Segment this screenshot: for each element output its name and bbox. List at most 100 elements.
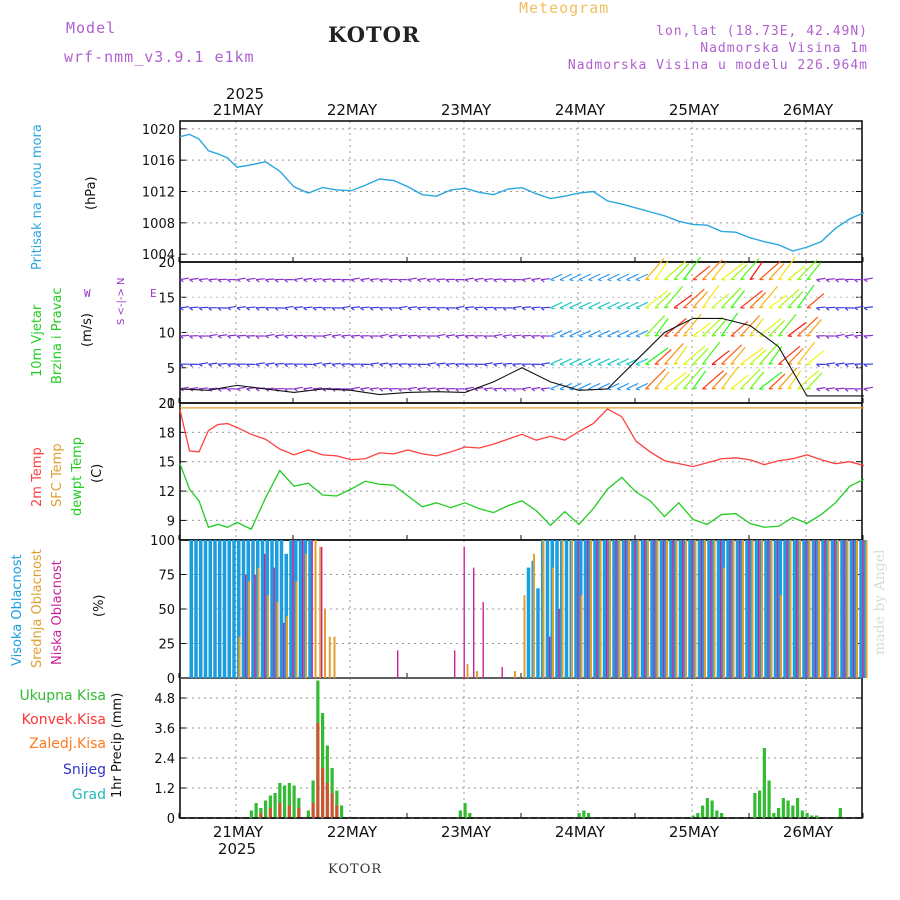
wind-arrow-head	[597, 279, 603, 282]
total-precip-bar	[796, 798, 800, 818]
wind-arrow-head	[236, 307, 241, 311]
wind-arrow-head	[255, 363, 260, 367]
wind-arrow	[474, 277, 484, 281]
mid-cloud-bar	[305, 553, 307, 678]
wind-arrow	[474, 306, 484, 309]
wind-arrow-head	[341, 307, 346, 311]
wind-arrow	[350, 386, 360, 390]
wind-arrow-head	[293, 307, 298, 311]
mid-cloud-bar	[590, 540, 592, 678]
wind-arrow-head	[797, 362, 802, 365]
station-title: KOTOR	[328, 22, 421, 47]
wind-arrow	[236, 334, 247, 337]
high-cloud-bar	[773, 540, 778, 678]
wind-arrow-head	[540, 363, 545, 367]
wind-arrow-head	[341, 363, 346, 368]
y-tick-label: 9	[167, 514, 175, 529]
wind-arrow-head	[227, 363, 232, 368]
wind-arrow	[806, 293, 825, 309]
wind-arrow-head	[512, 307, 517, 311]
wind-arrow	[350, 277, 360, 281]
wind-arrow	[692, 322, 711, 337]
wind-arrow	[645, 258, 665, 281]
wind-arrow	[787, 370, 802, 390]
wind-arrow-head	[778, 334, 783, 337]
wind-arrow-head	[398, 335, 403, 339]
wind-arrow-head	[303, 307, 308, 311]
wind-arrow-head	[217, 307, 222, 311]
wind-arrow	[464, 306, 475, 309]
wind-arrow-head	[607, 279, 612, 282]
low-cloud-bar	[796, 540, 798, 678]
wind-arrow	[768, 294, 788, 309]
high-cloud-bar	[802, 540, 806, 678]
wind-arrow	[436, 362, 446, 365]
wind-arrow	[445, 362, 456, 365]
total-precip-bar	[458, 810, 462, 818]
wind-arrow-head	[455, 388, 459, 392]
high-cloud-bar	[298, 540, 303, 678]
wind-arrow-head	[322, 335, 327, 339]
wind-arrow	[274, 362, 285, 365]
wind-arrow	[607, 382, 620, 390]
wind-arrow	[797, 341, 816, 365]
mid-cloud-bar	[694, 540, 697, 678]
mid-cloud-bar	[476, 671, 478, 678]
high-cloud-bar	[593, 540, 597, 678]
wind-arrow-head	[350, 335, 355, 339]
wind-arrow-head	[236, 279, 241, 283]
high-cloud-bar	[849, 540, 854, 678]
wind-arrow	[626, 382, 639, 390]
wind-arrow	[331, 362, 342, 365]
mid-cloud-bar	[846, 540, 849, 678]
mid-cloud-bar	[314, 540, 317, 678]
wind-arrow-head	[854, 388, 858, 392]
wind-arrow	[787, 265, 806, 281]
low-cloud-bar	[302, 540, 304, 678]
high-cloud-bar	[574, 540, 578, 678]
wind-arrow-head	[265, 279, 270, 283]
dewpoint-line	[179, 463, 865, 531]
high-cloud-bar	[621, 540, 626, 678]
total-precip-bar	[587, 813, 591, 818]
wind-arrow	[350, 306, 361, 309]
wind-arrow	[578, 301, 592, 309]
wind-arrow	[417, 387, 427, 390]
wind-arrow	[654, 371, 670, 390]
wind-arrow-head	[445, 279, 450, 283]
wind-arrow-head	[835, 335, 840, 339]
wind-arrow-head	[379, 307, 383, 311]
wind-arrow-head	[664, 306, 669, 309]
wind-arrow-head	[502, 307, 507, 311]
wind-arrow	[854, 305, 864, 309]
wind-arrow-head	[559, 279, 565, 282]
wind-arrow	[464, 277, 474, 281]
wind-arrow	[569, 358, 582, 365]
legend-hail: Grad	[71, 787, 106, 803]
mid-cloud-bar	[770, 540, 773, 678]
wind-arrow	[806, 262, 822, 281]
wind-arrow	[863, 277, 873, 281]
wind-arrow	[797, 284, 815, 309]
wind-arrow-head	[854, 363, 859, 368]
conv-precip-bars	[259, 723, 339, 818]
low-cloud-bar	[482, 602, 484, 678]
total-precip-bar	[278, 783, 282, 818]
wind-arrow-head	[360, 335, 365, 339]
wind-arrow	[616, 382, 630, 390]
wind-arrow-head	[284, 307, 289, 311]
y-tick-label: 5	[167, 362, 175, 377]
wind-arrow-head	[692, 306, 698, 309]
high-cloud-bar	[764, 540, 768, 678]
low-cloud-bar	[834, 540, 836, 678]
low-cloud-bar	[245, 574, 247, 678]
low-cloud-bars	[245, 540, 864, 678]
total-precip-bar	[273, 793, 277, 818]
total-precip-bar	[696, 813, 700, 818]
mid-cloud-bar	[238, 636, 241, 678]
wind-arrow-head	[550, 363, 555, 366]
wind-arrow	[806, 372, 823, 390]
wind-arrow-head	[274, 307, 279, 311]
wind-arrow-head	[493, 307, 497, 311]
wind-arrow-head	[255, 307, 260, 311]
